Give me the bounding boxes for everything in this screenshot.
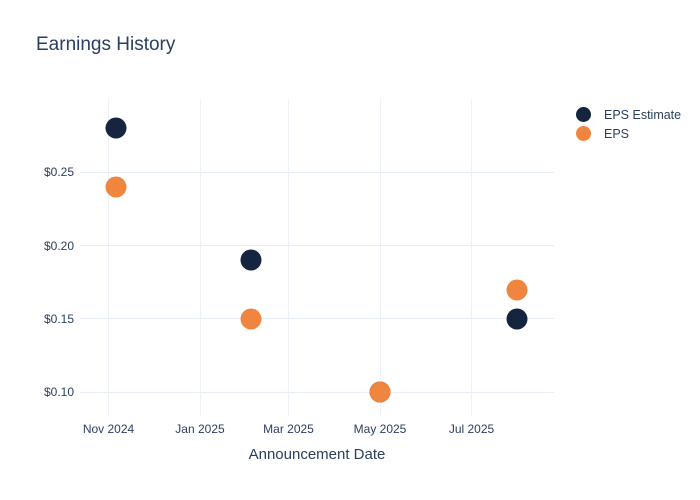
y-tick-label: $0.25 bbox=[43, 165, 74, 180]
legend-marker-icon bbox=[576, 126, 591, 141]
legend-label: EPS bbox=[604, 126, 630, 141]
x-tick-label: Jan 2025 bbox=[175, 422, 225, 436]
gridline-h bbox=[80, 391, 554, 393]
point-eps-1[interactable] bbox=[240, 308, 262, 330]
gridline-v bbox=[288, 99, 289, 417]
point-eps-estimate-0[interactable] bbox=[105, 117, 127, 139]
y-tick-label: $0.15 bbox=[43, 311, 74, 326]
x-axis-title: Announcement Date bbox=[248, 446, 386, 463]
x-tick-label: Nov 2024 bbox=[82, 422, 135, 436]
gridline-v bbox=[471, 99, 472, 417]
gridline-v bbox=[199, 99, 201, 417]
gridline-h bbox=[80, 171, 554, 173]
point-eps-estimate-1[interactable] bbox=[240, 249, 262, 271]
y-tick-label: $0.20 bbox=[43, 238, 74, 253]
point-eps-2[interactable] bbox=[369, 381, 391, 403]
legend-marker-icon bbox=[576, 107, 591, 122]
gridline-v bbox=[379, 99, 381, 417]
x-tick-label: Jul 2025 bbox=[448, 422, 495, 436]
point-eps-estimate-3[interactable] bbox=[506, 308, 527, 330]
chart-title: Earnings History bbox=[36, 34, 176, 55]
legend: EPS Estimate EPS bbox=[576, 105, 681, 143]
x-tick-label: May 2025 bbox=[353, 422, 407, 436]
legend-label: EPS Estimate bbox=[604, 107, 682, 122]
legend-item-eps[interactable]: EPS bbox=[576, 124, 681, 143]
gridline-v bbox=[108, 99, 109, 417]
legend-item-eps-estimate[interactable]: EPS Estimate bbox=[576, 105, 681, 124]
y-tick-label: $0.10 bbox=[43, 385, 74, 400]
gridline-h bbox=[80, 245, 554, 247]
point-eps-0[interactable] bbox=[105, 176, 127, 198]
point-eps-3[interactable] bbox=[506, 279, 527, 300]
gridline-h bbox=[80, 318, 554, 320]
x-tick-label: Mar 2025 bbox=[263, 422, 314, 436]
